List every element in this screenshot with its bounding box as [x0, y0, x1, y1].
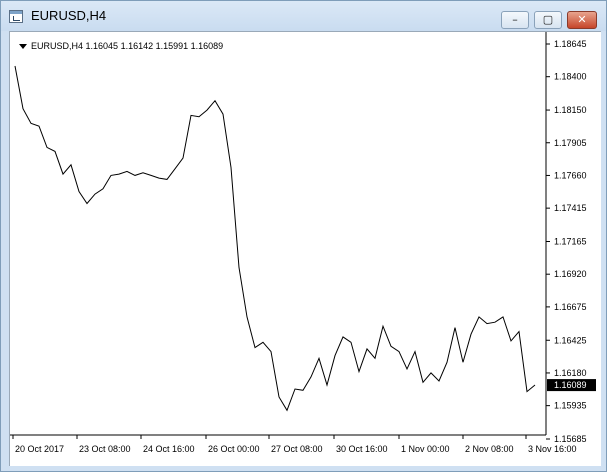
price-tick-label: 1.18150 [554, 105, 587, 115]
time-tick-label: 23 Oct 08:00 [79, 444, 131, 454]
price-tick-label: 1.17165 [554, 237, 587, 247]
chart-ohlc: 1.16045 1.16142 1.15991 1.16089 [85, 41, 224, 51]
price-tick-label: 1.17660 [554, 170, 587, 180]
time-tick-label: 26 Oct 00:00 [208, 444, 260, 454]
price-chart[interactable]: 1.18645 1.18400 1.18150 1.17905 1.17660 1.174… [10, 32, 601, 466]
current-price-marker [547, 379, 596, 392]
time-tick-label: 3 Nov 16:00 [528, 444, 577, 454]
title-bar[interactable]: EURUSD,H4 – ▢ ✕ [1, 1, 606, 31]
dropdown-triangle-icon[interactable] [19, 44, 27, 49]
close-button[interactable]: ✕ [567, 11, 597, 29]
minimize-button[interactable]: – [501, 11, 529, 29]
time-tick-label: 30 Oct 16:00 [336, 444, 388, 454]
price-tick-label: 1.17415 [554, 203, 587, 213]
time-tick-label: 1 Nov 00:00 [401, 444, 450, 454]
maximize-button[interactable]: ▢ [534, 11, 562, 29]
price-line [14, 65, 536, 412]
time-tick-label: 2 Nov 08:00 [465, 444, 514, 454]
price-tick-label: 1.18400 [554, 72, 587, 82]
price-tick-label: 1.16920 [554, 269, 587, 279]
time-tick-label: 20 Oct 2017 [15, 444, 64, 454]
chart-window-icon [9, 10, 23, 23]
window-title: EURUSD,H4 [31, 8, 107, 23]
price-tick-label: 1.15935 [554, 401, 587, 411]
current-price-label: 1.16089 [554, 380, 587, 390]
chart-info-label: EURUSD,H4 1.16045 1.16142 1.15991 1.1608… [19, 41, 224, 51]
price-tick-label: 1.18645 [554, 39, 587, 49]
price-tick-label: 1.16425 [554, 335, 587, 345]
price-tick-label: 1.17905 [554, 138, 587, 148]
price-tick-label: 1.16675 [554, 302, 587, 312]
chart-area[interactable]: 1.18645 1.18400 1.18150 1.17905 1.17660 1.174… [9, 31, 601, 466]
price-tick-label: 1.16180 [554, 368, 587, 378]
time-tick-label: 27 Oct 08:00 [271, 444, 323, 454]
time-tick-label: 24 Oct 16:00 [143, 444, 195, 454]
price-tick-label: 1.15685 [554, 434, 587, 444]
chart-symbol: EURUSD,H4 [31, 41, 84, 51]
